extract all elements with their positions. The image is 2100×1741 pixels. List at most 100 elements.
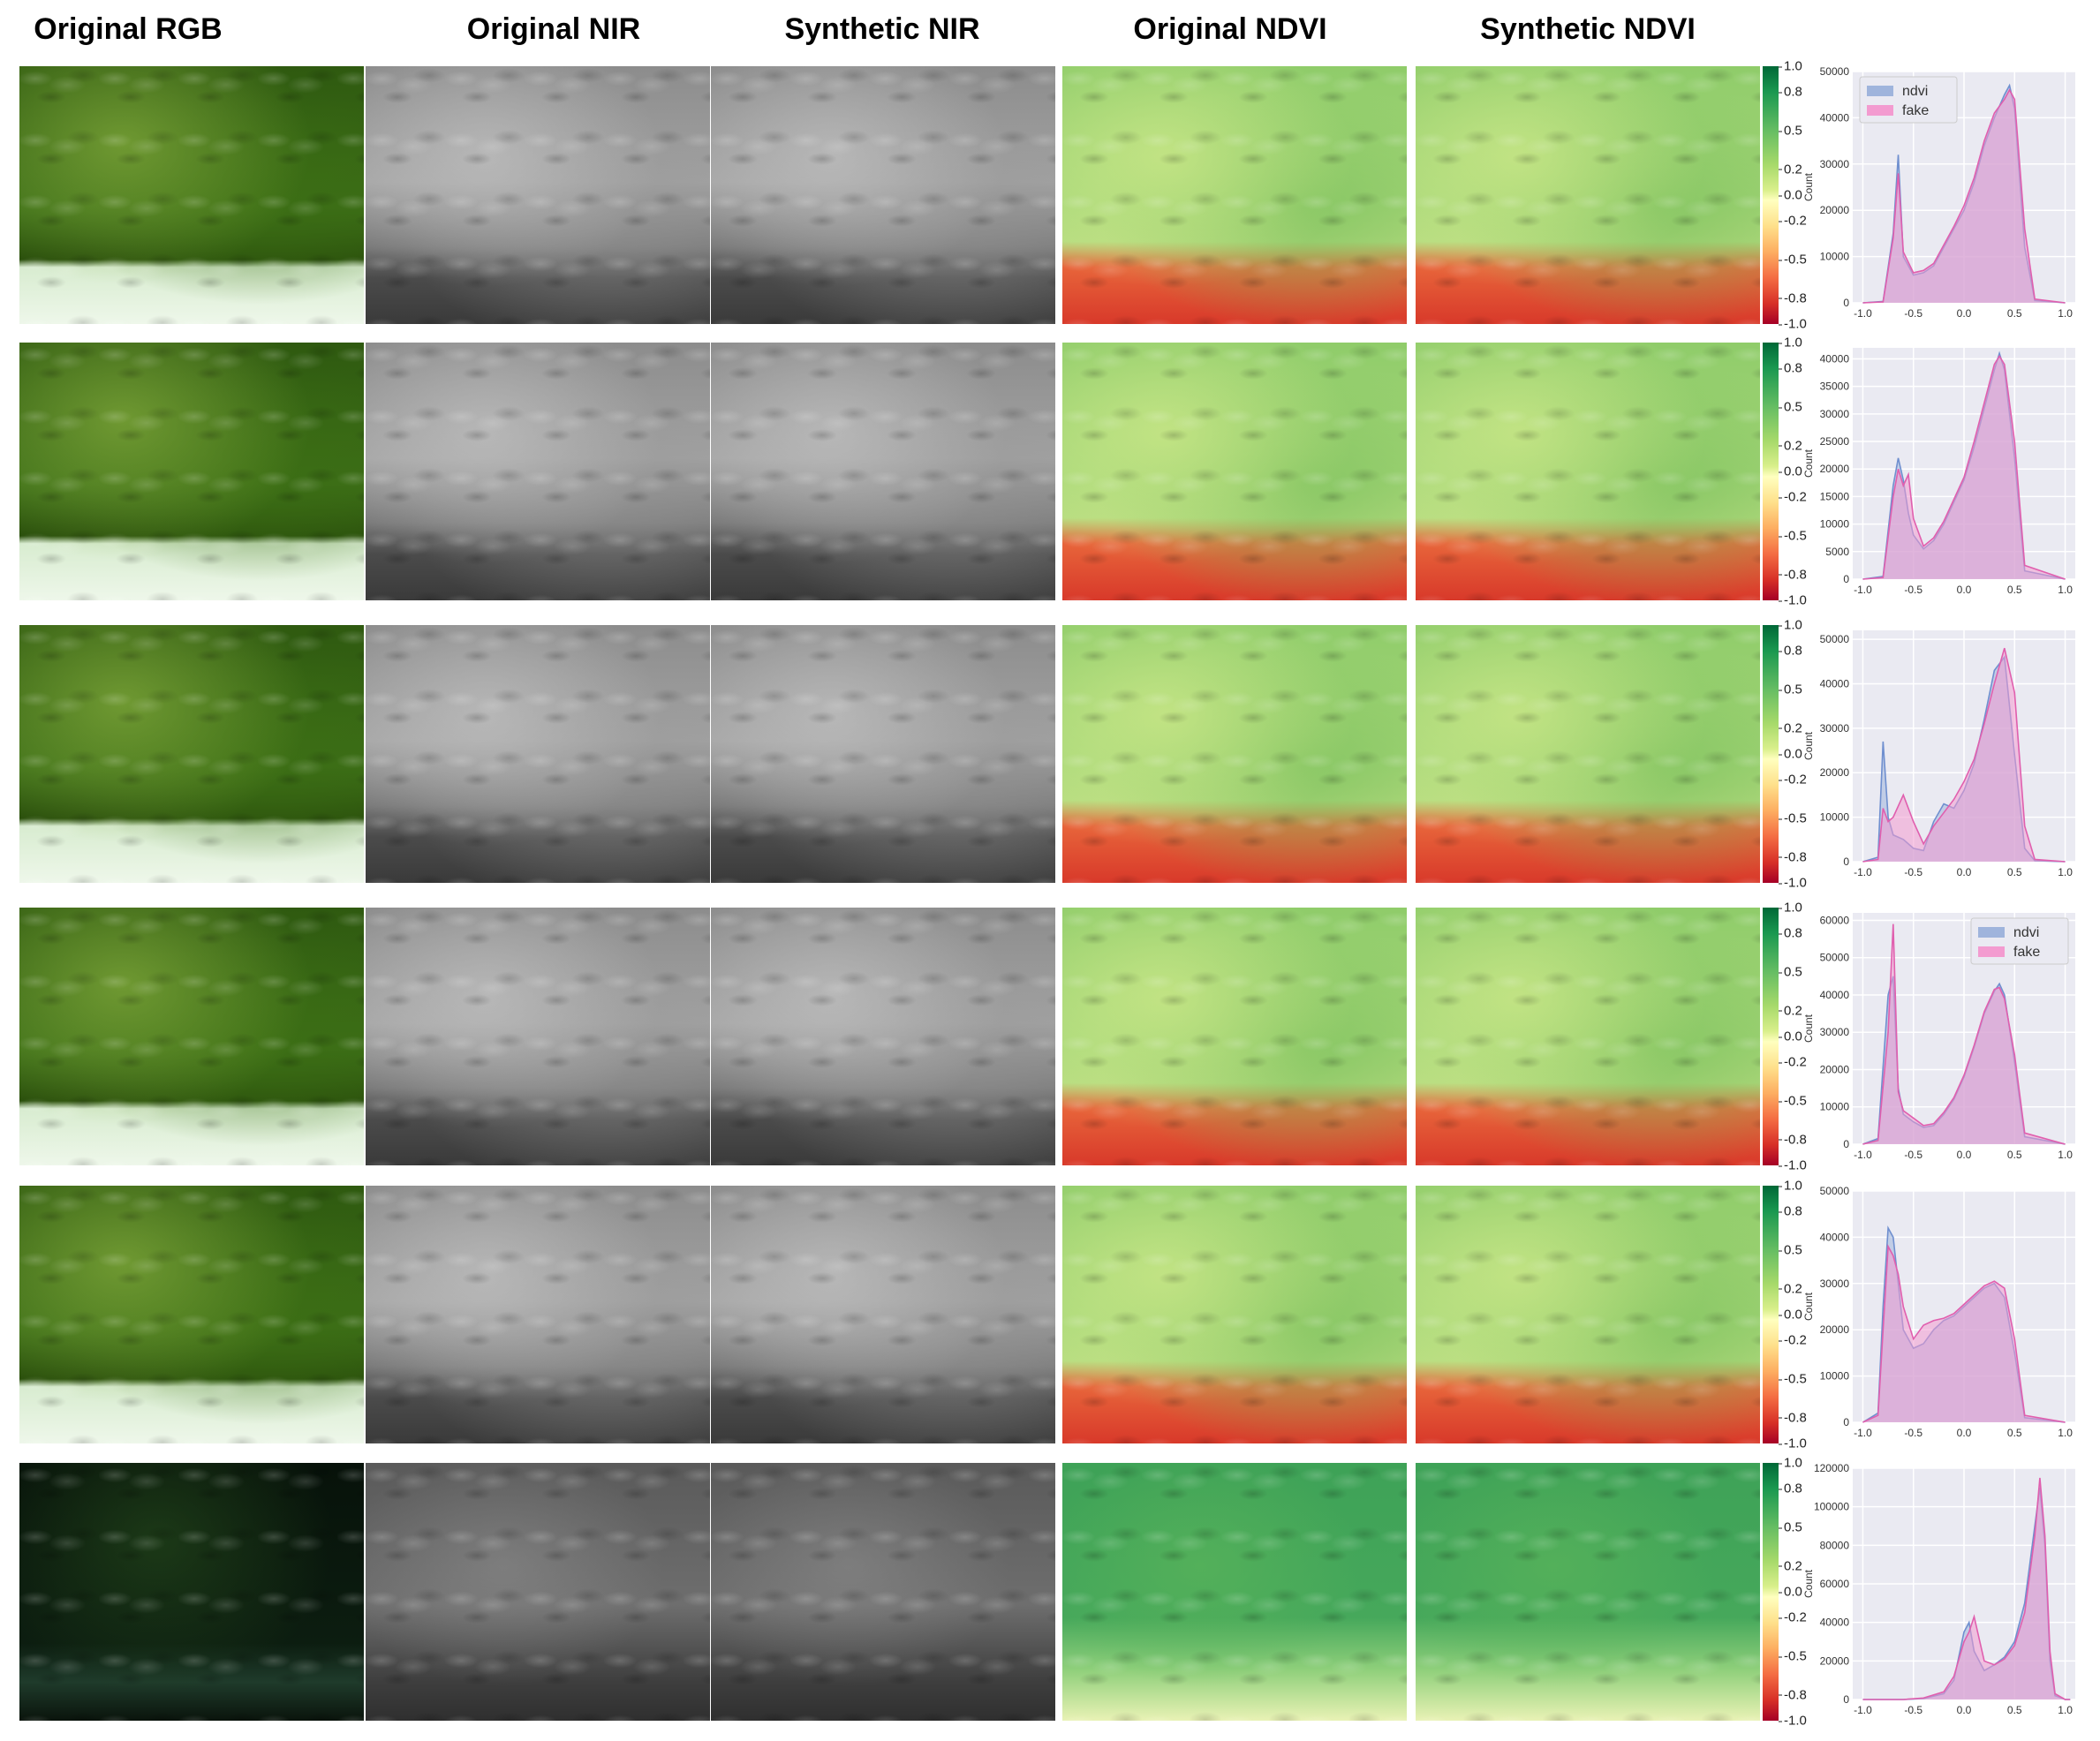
y-axis-label: Count bbox=[1802, 1569, 1815, 1598]
x-tick-label: -0.5 bbox=[1904, 866, 1922, 878]
colorbar-tick-label: 0.5 bbox=[1779, 123, 1802, 139]
leaf-texture bbox=[711, 1463, 1055, 1721]
y-axis-label: Count bbox=[1802, 731, 1815, 760]
original-ndvi-image bbox=[1062, 66, 1407, 324]
ndvi-colorbar bbox=[1763, 1463, 1779, 1721]
synthetic-nir-image bbox=[711, 1463, 1055, 1721]
y-tick-label: 10000 bbox=[1820, 518, 1850, 531]
colorbar-tick-label: -0.8 bbox=[1779, 567, 1807, 583]
colorbar-tick-label: -0.2 bbox=[1779, 1609, 1807, 1625]
series-line-fake bbox=[1862, 923, 2066, 1145]
series-line-fake bbox=[1862, 1244, 2066, 1423]
y-tick-label: 50000 bbox=[1820, 66, 1850, 78]
colorbar-tick-label: 1.0 bbox=[1779, 335, 1802, 350]
series-area-fake bbox=[1862, 89, 2066, 304]
y-axis-label: Count bbox=[1802, 172, 1815, 201]
y-tick-label: 35000 bbox=[1820, 381, 1850, 393]
y-tick-label: 15000 bbox=[1820, 490, 1850, 502]
histogram-chart: 0 20000 40000 60000 80000 100000 120000 -1.0 -0.… bbox=[1802, 1463, 2075, 1716]
legend-label-fake: fake bbox=[1902, 103, 1929, 118]
colorbar-tick-label: 0.0 bbox=[1779, 1307, 1802, 1323]
original-nir-image bbox=[366, 1186, 710, 1443]
leaf-texture bbox=[1416, 1186, 1760, 1443]
leaf-texture bbox=[1416, 625, 1760, 883]
y-tick-label: 10000 bbox=[1820, 1370, 1850, 1383]
y-tick-label: 120000 bbox=[1814, 1463, 1849, 1474]
ndvi-colorbar bbox=[1763, 908, 1779, 1165]
y-tick-label: 100000 bbox=[1814, 1501, 1849, 1513]
leaf-texture bbox=[366, 625, 710, 883]
y-tick-label: 40000 bbox=[1820, 111, 1850, 124]
original-rgb-image bbox=[19, 625, 364, 883]
colorbar-tick-label: 0.0 bbox=[1779, 187, 1802, 203]
x-tick-label: -1.0 bbox=[1854, 584, 1872, 596]
colorbar-tick-label: 0.5 bbox=[1779, 1519, 1802, 1535]
colorbar-tick-label: 0.2 bbox=[1779, 720, 1802, 736]
x-tick-label: -0.5 bbox=[1904, 1427, 1922, 1439]
leaf-texture bbox=[1062, 625, 1407, 883]
y-tick-label: 30000 bbox=[1820, 722, 1850, 735]
original-rgb-image bbox=[19, 343, 364, 600]
colorbar-tick-label: 0.2 bbox=[1779, 438, 1802, 454]
leaf-texture bbox=[19, 1463, 364, 1721]
original-rgb-image bbox=[19, 1463, 364, 1721]
leaf-texture bbox=[1416, 66, 1760, 324]
original-nir-image bbox=[366, 66, 710, 324]
legend-swatch-fake bbox=[1867, 105, 1893, 116]
synthetic-ndvi-image bbox=[1416, 343, 1760, 600]
y-tick-label: 10000 bbox=[1820, 1101, 1850, 1113]
series-line-fake bbox=[1862, 647, 2066, 863]
y-tick-label: 40000 bbox=[1820, 352, 1850, 365]
y-tick-label: 60000 bbox=[1820, 1578, 1850, 1590]
y-tick-label: 30000 bbox=[1820, 1277, 1850, 1290]
series-line-fake bbox=[1862, 1477, 2071, 1700]
x-tick-label: 0.0 bbox=[1957, 1427, 1972, 1439]
y-tick-label: 20000 bbox=[1820, 1323, 1850, 1336]
leaf-texture bbox=[1416, 1463, 1760, 1721]
leaf-texture bbox=[711, 908, 1055, 1165]
y-tick-label: 0 bbox=[1843, 1138, 1849, 1150]
histogram-chart: 0 10000 20000 30000 40000 50000 -1.0 -0.5 0.0 0.5… bbox=[1802, 630, 2075, 878]
histogram-chart: 0 10000 20000 30000 40000 50000 -1.0 -0.5 0.0 0.5… bbox=[1802, 66, 2075, 320]
colorbar-tick-label: 0.5 bbox=[1779, 1242, 1802, 1258]
x-tick-label: -1.0 bbox=[1854, 1704, 1872, 1716]
x-tick-label: 0.0 bbox=[1957, 307, 1972, 320]
leaf-texture bbox=[1416, 908, 1760, 1165]
y-tick-label: 40000 bbox=[1820, 677, 1850, 690]
y-tick-label: 0 bbox=[1843, 1693, 1849, 1706]
colorbar-tick-label: 1.0 bbox=[1779, 1455, 1802, 1471]
synthetic-ndvi-image bbox=[1416, 66, 1760, 324]
x-tick-label: -1.0 bbox=[1854, 307, 1872, 320]
y-tick-label: 40000 bbox=[1820, 1617, 1850, 1629]
y-tick-label: 60000 bbox=[1820, 914, 1850, 926]
leaf-texture bbox=[19, 1186, 364, 1443]
synthetic-nir-image bbox=[711, 343, 1055, 600]
leaf-texture bbox=[1062, 1186, 1407, 1443]
y-tick-label: 10000 bbox=[1820, 811, 1850, 824]
histogram-chart: 0 5000 10000 15000 20000 25000 30000 35000 40000… bbox=[1802, 348, 2075, 596]
x-tick-label: 0.5 bbox=[2007, 1149, 2022, 1161]
original-ndvi-image bbox=[1062, 625, 1407, 883]
colorbar-tick-label: -0.2 bbox=[1779, 213, 1807, 229]
colorbar-tick-label: 1.0 bbox=[1779, 617, 1802, 633]
figure-row: 1.0 0.8 0.5 0.2 0.0 -0.2 -0.5 -0.8 -1.0 0 5000 1000… bbox=[0, 335, 2100, 608]
series-line-fake bbox=[1862, 354, 2066, 580]
leaf-texture bbox=[711, 625, 1055, 883]
original-rgb-image bbox=[19, 66, 364, 324]
colorbar-tick-label: 0.2 bbox=[1779, 162, 1802, 177]
colorbar-tick-label: 0.8 bbox=[1779, 84, 1802, 100]
x-tick-label: 0.5 bbox=[2007, 1704, 2022, 1716]
colorbar-tick-label: -0.8 bbox=[1779, 290, 1807, 306]
leaf-texture bbox=[1062, 908, 1407, 1165]
y-tick-label: 20000 bbox=[1820, 204, 1850, 216]
x-tick-label: 0.0 bbox=[1957, 1704, 1972, 1716]
synthetic-nir-image bbox=[711, 908, 1055, 1165]
colorbar-tick-label: 0.5 bbox=[1779, 964, 1802, 980]
y-tick-label: 0 bbox=[1843, 1416, 1849, 1428]
colorbar-tick-label: 0.8 bbox=[1779, 1203, 1802, 1219]
legend-label-ndvi: ndvi bbox=[1902, 84, 1928, 99]
x-tick-label: 0.5 bbox=[2007, 866, 2022, 878]
colorbar-tick-label: -1.0 bbox=[1779, 316, 1807, 332]
y-tick-label: 30000 bbox=[1820, 1026, 1850, 1038]
synthetic-ndvi-image bbox=[1416, 1186, 1760, 1443]
